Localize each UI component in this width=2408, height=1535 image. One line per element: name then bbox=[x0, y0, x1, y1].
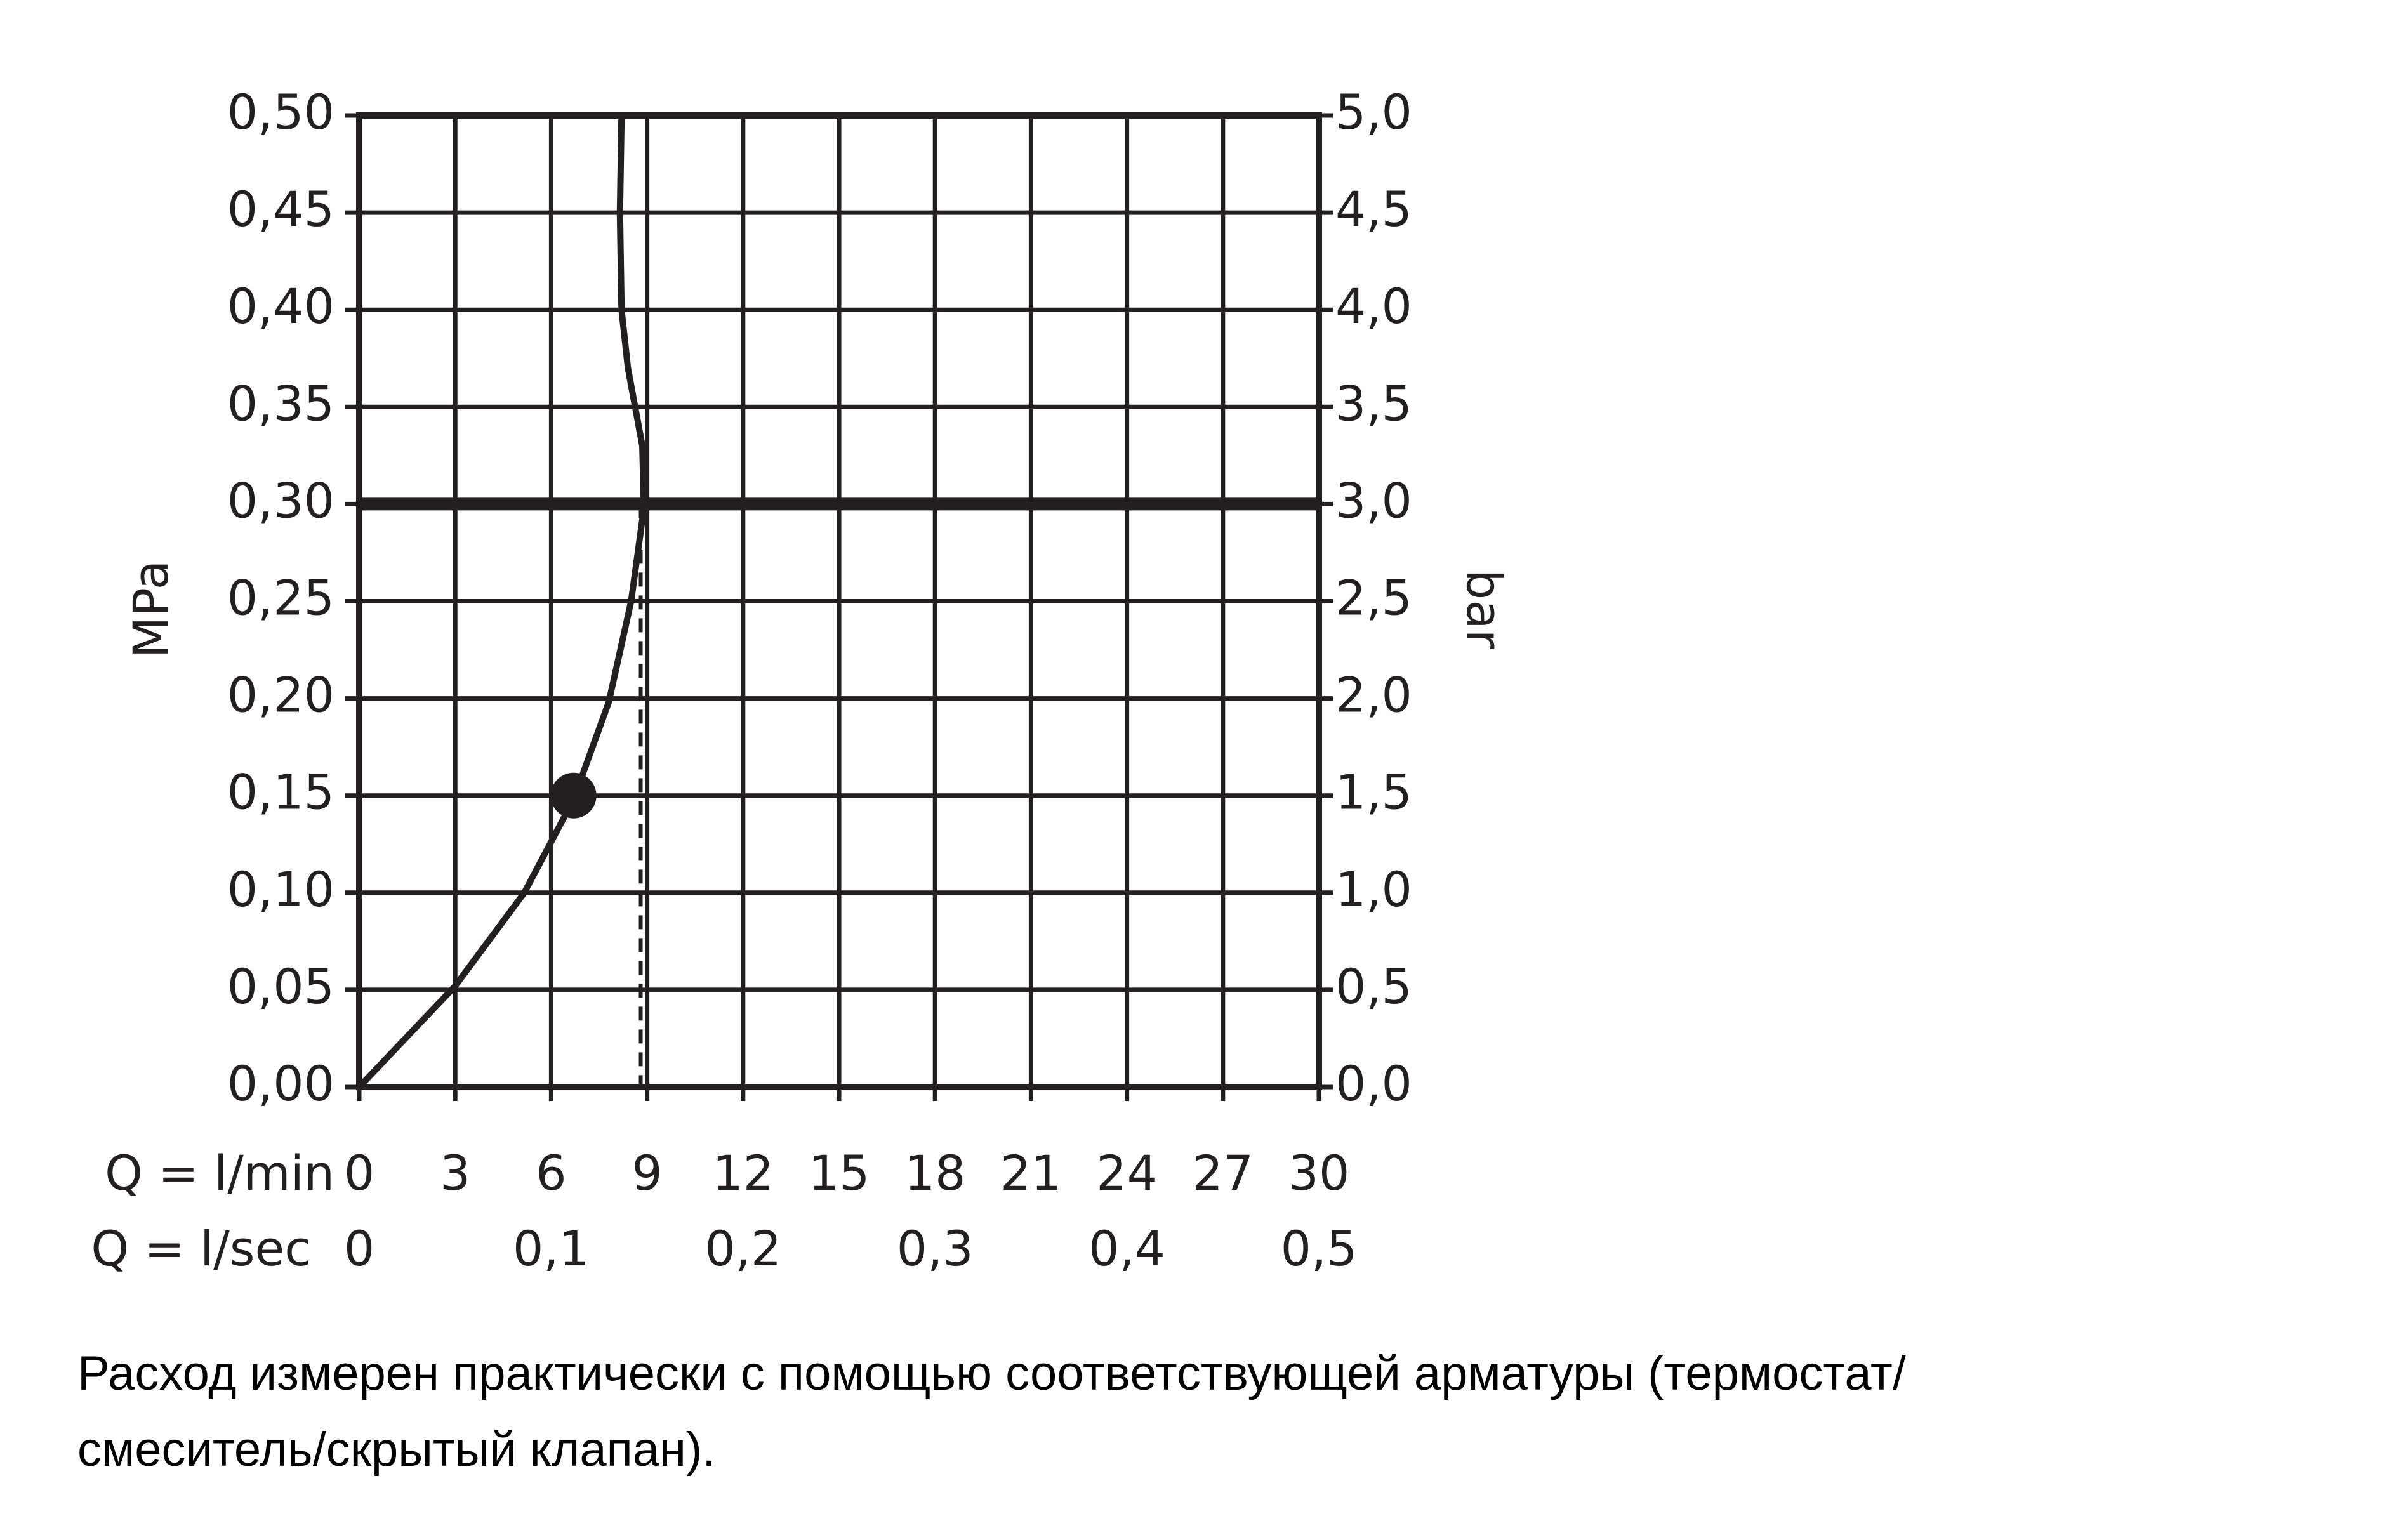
y2-tick-label: 4,0 bbox=[1335, 278, 1412, 334]
x2-tick-label: 0,3 bbox=[897, 1220, 974, 1277]
x-tick-label: 15 bbox=[809, 1145, 870, 1201]
y2-tick-label: 3,0 bbox=[1335, 472, 1412, 529]
note-line: Расход измерен практически с помощью соо… bbox=[77, 1347, 1907, 1400]
x-tick-label: 6 bbox=[536, 1145, 566, 1201]
y-tick-label: 0,10 bbox=[227, 861, 334, 918]
x-tick-label: 21 bbox=[1000, 1145, 1062, 1201]
x-tick-label: 9 bbox=[632, 1145, 662, 1201]
flow-curve bbox=[357, 115, 647, 1090]
y2-tick-label: 4,5 bbox=[1335, 181, 1412, 237]
x2-axis-label: Q = l/sec bbox=[91, 1220, 311, 1277]
y-tick-label: 0,45 bbox=[227, 181, 334, 237]
y2-tick-label: 3,5 bbox=[1335, 375, 1412, 432]
x-tick-label: 0 bbox=[344, 1145, 374, 1201]
x-tick-label: 3 bbox=[440, 1145, 470, 1201]
y-tick-label: 0,50 bbox=[227, 84, 334, 140]
y2-axis-label: bar bbox=[1456, 569, 1512, 650]
highlight-point bbox=[550, 772, 597, 819]
y-axis-label: MPa bbox=[122, 560, 179, 659]
x-tick-label: 30 bbox=[1288, 1145, 1350, 1201]
x2-tick-label: 0,2 bbox=[705, 1220, 781, 1277]
x-tick-label: 12 bbox=[712, 1145, 774, 1201]
y2-tick-label: 5,0 bbox=[1335, 84, 1412, 140]
x2-tick-label: 0,1 bbox=[513, 1220, 590, 1277]
y-tick-label: 0,35 bbox=[227, 375, 334, 432]
x-tick-label: 24 bbox=[1096, 1145, 1158, 1201]
x2-tick-label: 0,5 bbox=[1281, 1220, 1358, 1277]
y-tick-label: 0,15 bbox=[227, 764, 334, 820]
y-tick-label: 0,40 bbox=[227, 278, 334, 334]
y2-tick-label: 2,0 bbox=[1335, 667, 1412, 723]
y2-tick-label: 1,5 bbox=[1335, 764, 1412, 820]
x-tick-label: 18 bbox=[904, 1145, 966, 1201]
y-tick-label: 0,20 bbox=[227, 667, 334, 723]
y2-tick-label: 1,0 bbox=[1335, 861, 1412, 918]
y2-tick-label: 2,5 bbox=[1335, 569, 1412, 626]
y-tick-label: 0,25 bbox=[227, 569, 334, 626]
y-tick-label: 0,00 bbox=[227, 1055, 334, 1112]
y-tick-label: 0,30 bbox=[227, 472, 334, 529]
x2-tick-label: 0,4 bbox=[1088, 1220, 1165, 1277]
x-tick-label: 27 bbox=[1192, 1145, 1254, 1201]
note-line: смеситель/скрытый клапан). bbox=[77, 1423, 715, 1477]
plot-frame bbox=[356, 112, 1322, 1090]
y2-tick-label: 0,0 bbox=[1335, 1055, 1412, 1112]
x-axis-label: Q = l/min bbox=[105, 1145, 334, 1201]
y-tick-label: 0,05 bbox=[227, 958, 334, 1015]
y2-tick-label: 0,5 bbox=[1335, 958, 1412, 1015]
x2-tick-label: 0 bbox=[344, 1220, 374, 1277]
